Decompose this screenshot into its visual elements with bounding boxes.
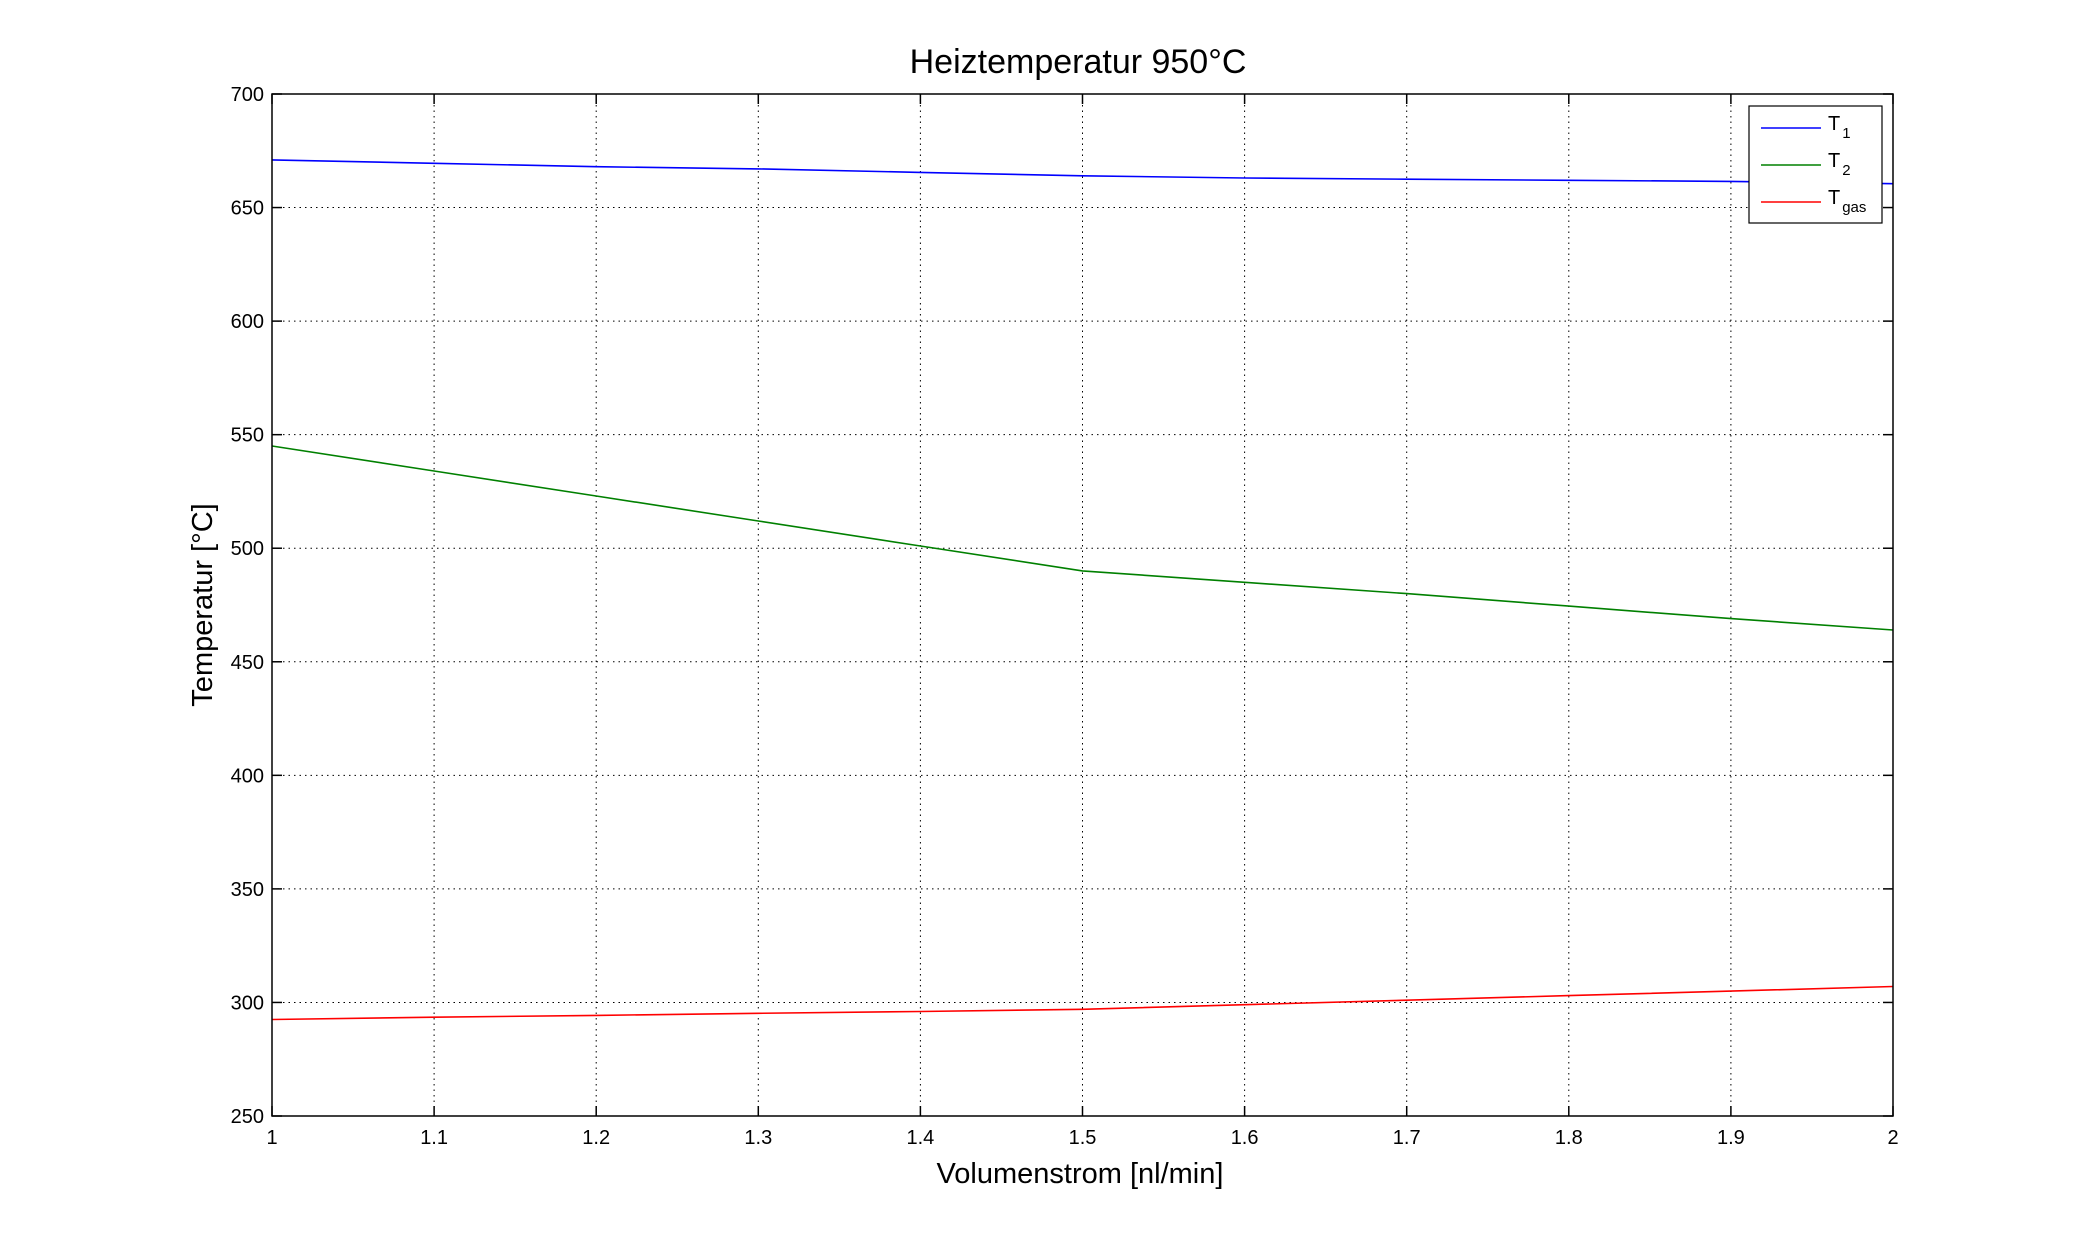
y-tick-label: 300: [231, 992, 264, 1014]
series-line-t1: [271, 159, 1894, 185]
x-axis-label: Volumenstrom [nl/min]: [937, 1158, 1224, 1190]
grid: [272, 94, 1893, 1116]
x-tick-label: 1.9: [1717, 1127, 1745, 1149]
axis-ticks: [271, 93, 1894, 1117]
x-tick-label: 1.7: [1393, 1127, 1421, 1149]
y-tick-labels: 250 300 350 400 450 500 550 600 650 700: [231, 84, 264, 1128]
legend-entries: T 1 T 2 T gas: [1761, 113, 1866, 216]
series-lines: [271, 159, 1894, 1021]
x-tick-label: 1.4: [906, 1127, 934, 1149]
series-line-tgas: [271, 985, 1894, 1021]
x-tick-label: 1.3: [744, 1127, 772, 1149]
x-tick-label: 1: [266, 1127, 277, 1149]
y-tick-label: 550: [231, 425, 264, 447]
y-tick-label: 700: [231, 84, 264, 106]
x-tick-label: 2: [1887, 1127, 1898, 1149]
y-tick-label: 500: [231, 538, 264, 560]
x-tick-label: 1.6: [1231, 1127, 1259, 1149]
y-tick-label: 600: [231, 311, 264, 333]
y-tick-label: 250: [231, 1106, 264, 1128]
x-tick-label: 1.1: [420, 1127, 448, 1149]
y-tick-label: 650: [231, 198, 264, 220]
plot-frame: [271, 93, 1894, 1117]
y-axis-label: Temperatur [°C]: [187, 503, 219, 706]
x-tick-label: 1.5: [1069, 1127, 1097, 1149]
x-tick-label: 1.2: [582, 1127, 610, 1149]
y-tick-label: 400: [231, 765, 264, 787]
y-tick-label: 350: [231, 879, 264, 901]
legend: T 1 T 2 T gas: [1748, 105, 1883, 224]
x-tick-label: 1.8: [1555, 1127, 1583, 1149]
series-line-t2: [271, 445, 1894, 631]
y-tick-label: 450: [231, 652, 264, 674]
chart-title: Heiztemperatur 950°C: [910, 43, 1247, 81]
x-tick-labels: 1 1.1 1.2 1.3 1.4 1.5 1.6 1.7 1.8 1.9 2: [266, 1127, 1898, 1149]
